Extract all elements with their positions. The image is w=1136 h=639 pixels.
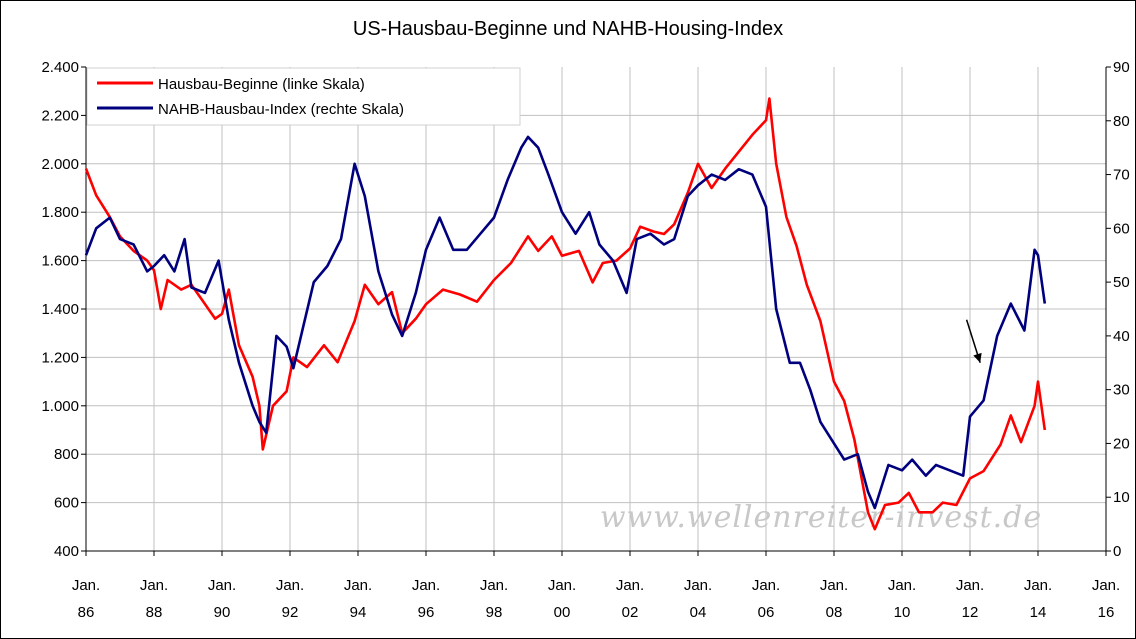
- x-tick-label-top-1: Jan.: [140, 577, 168, 594]
- x-tick-label-bottom-15: 16: [1098, 604, 1115, 621]
- y-left-tick-label-8: 2.000: [41, 156, 79, 173]
- y-left-tick-label-4: 1.200: [41, 349, 79, 366]
- x-tick-label-bottom-0: 86: [78, 604, 95, 621]
- y-left-tick-label-0: 400: [54, 543, 79, 560]
- x-tick-label-bottom-7: 00: [554, 604, 571, 621]
- x-tick-label-top-15: Jan.: [1092, 577, 1120, 594]
- y-left-tick-label-9: 2.200: [41, 107, 79, 124]
- y-right-tick-label-8: 80: [1113, 113, 1130, 130]
- y-right-tick-label-0: 0: [1113, 543, 1121, 560]
- x-tick-label-bottom-3: 92: [282, 604, 299, 621]
- y-right-tick-label-4: 40: [1113, 328, 1130, 345]
- series-line-hausbau: [84, 97, 1047, 531]
- x-tick-label-top-5: Jan.: [412, 577, 440, 594]
- x-tick-label-bottom-13: 12: [962, 604, 979, 621]
- legend: Hausbau-Beginne (linke Skala) NAHB-Hausb…: [86, 67, 521, 126]
- x-tick-label-bottom-11: 08: [826, 604, 843, 621]
- y-right-tick-label-3: 30: [1113, 382, 1130, 399]
- x-tick-label-top-0: Jan.: [72, 577, 100, 594]
- chart-title: US-Hausbau-Beginne und NAHB-Housing-Inde…: [353, 18, 783, 40]
- x-tick-label-top-2: Jan.: [208, 577, 236, 594]
- y-left-tick-label-2: 800: [54, 446, 79, 463]
- x-tick-label-bottom-5: 96: [418, 604, 435, 621]
- x-tick-label-bottom-6: 98: [486, 604, 503, 621]
- x-tick-label-top-7: Jan.: [548, 577, 576, 594]
- x-tick-label-bottom-12: 10: [894, 604, 911, 621]
- x-tick-label-bottom-10: 06: [758, 604, 775, 621]
- watermark: www.wellenreiter-invest.de: [600, 500, 1042, 535]
- y-left-tick-label-7: 1.800: [41, 204, 79, 221]
- x-tick-label-top-9: Jan.: [684, 577, 712, 594]
- legend-box: [86, 67, 521, 126]
- y-right-tick-label-9: 90: [1113, 59, 1130, 76]
- gridlines: [86, 67, 1106, 551]
- x-tick-label-top-6: Jan.: [480, 577, 508, 594]
- annotation-arrow-head-0: [973, 352, 982, 363]
- legend-label-hausbau: Hausbau-Beginne (linke Skala): [158, 76, 365, 93]
- series-line-nahb: [84, 135, 1047, 510]
- y-left-tick-label-10: 2.400: [41, 59, 79, 76]
- annotations: [965, 319, 982, 364]
- y-right-tick-label-1: 10: [1113, 489, 1130, 506]
- y-right-tick-label-5: 50: [1113, 274, 1130, 291]
- x-tick-label-top-13: Jan.: [956, 577, 984, 594]
- legend-label-nahb: NAHB-Hausbau-Index (rechte Skala): [158, 101, 404, 118]
- x-tick-label-top-4: Jan.: [344, 577, 372, 594]
- x-tick-label-top-3: Jan.: [276, 577, 304, 594]
- y-left-tick-label-3: 1.000: [41, 398, 79, 415]
- y-left-tick-label-5: 1.400: [41, 301, 79, 318]
- y-right-tick-label-2: 20: [1113, 435, 1130, 452]
- series-lines: [84, 97, 1047, 531]
- x-tick-label-bottom-4: 94: [350, 604, 367, 621]
- x-tick-label-top-12: Jan.: [888, 577, 916, 594]
- axes: 4006008001.0001.2001.4001.6001.8002.0002…: [41, 59, 1129, 621]
- x-tick-label-bottom-14: 14: [1030, 604, 1047, 621]
- x-tick-label-bottom-1: 88: [146, 604, 163, 621]
- x-tick-label-bottom-2: 90: [214, 604, 231, 621]
- x-tick-label-top-11: Jan.: [820, 577, 848, 594]
- x-tick-label-top-8: Jan.: [616, 577, 644, 594]
- y-left-tick-label-6: 1.600: [41, 253, 79, 270]
- y-left-tick-label-1: 600: [54, 495, 79, 512]
- x-tick-label-top-10: Jan.: [752, 577, 780, 594]
- x-tick-label-bottom-9: 04: [690, 604, 707, 621]
- x-tick-label-bottom-8: 02: [622, 604, 639, 621]
- y-right-tick-label-6: 60: [1113, 220, 1130, 237]
- x-tick-label-top-14: Jan.: [1024, 577, 1052, 594]
- y-right-tick-label-7: 70: [1113, 167, 1130, 184]
